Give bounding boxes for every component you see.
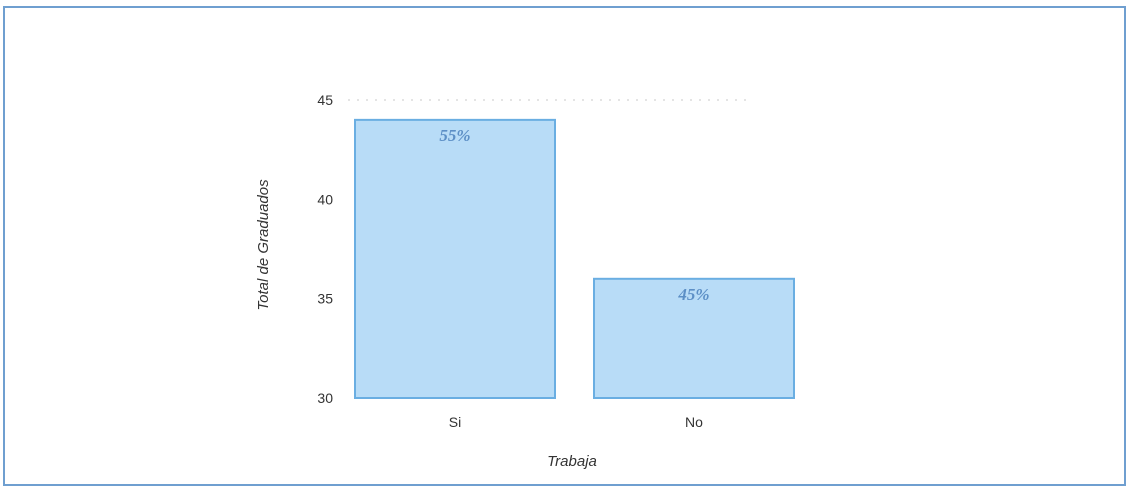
chart-frame (3, 6, 1126, 486)
x-axis-title: Trabaja (547, 453, 597, 470)
y-tick-label: 30 (317, 390, 333, 406)
x-tick-label: No (685, 414, 703, 430)
bar-si (354, 118, 556, 399)
bar-no (593, 277, 795, 399)
y-tick-label: 35 (317, 291, 333, 307)
x-tick-label: Si (449, 414, 461, 430)
x-axis-ticks: Si No (449, 414, 703, 430)
y-axis-title: Total de Graduados (255, 179, 272, 311)
bar-data-label: 45% (677, 285, 709, 304)
y-tick-label: 45 (317, 92, 333, 108)
bar-data-label: 55% (439, 126, 470, 145)
y-tick-label: 40 (317, 191, 333, 207)
bars: 55% 45% (354, 118, 795, 399)
y-axis-ticks: 30 35 40 45 (317, 92, 750, 406)
